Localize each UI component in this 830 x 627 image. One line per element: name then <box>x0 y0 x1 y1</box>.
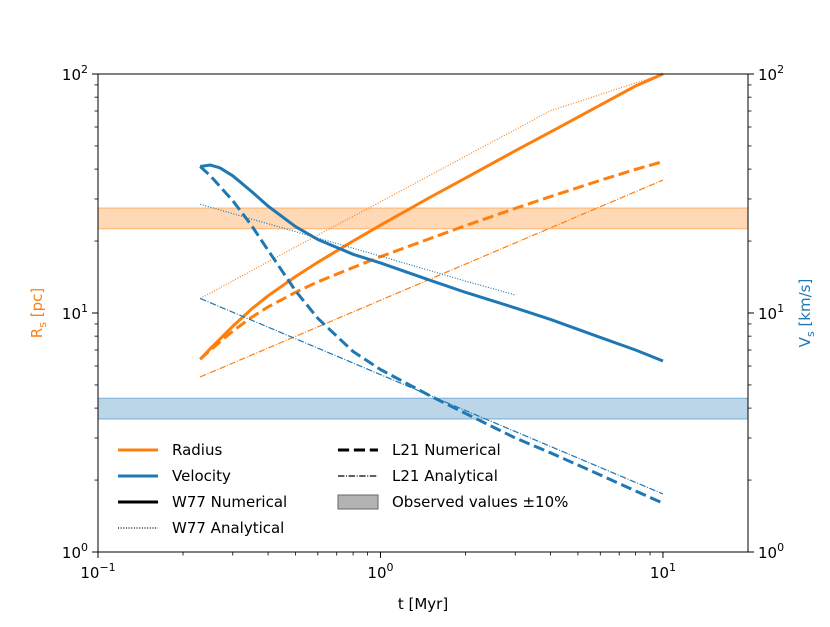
y-axis-label-right-main: V <box>796 336 814 347</box>
series-radius-l21-numerical <box>199 160 664 361</box>
legend-w77-numerical-label: W77 Numerical <box>172 493 287 511</box>
y-right-tick-label-0-exp: 0 <box>777 541 784 554</box>
legend-radius-label: Radius <box>172 441 222 459</box>
series-lines <box>199 72 664 505</box>
legend-observed-values-10-swatch <box>337 494 379 510</box>
y-axis-label-right-unit: [km/s] <box>796 279 814 332</box>
series-radius-w77-analytical <box>199 73 664 300</box>
y-left-tick-label-2-base: 10 <box>62 66 81 84</box>
legend: Radius Velocity W77 Numerical W77 Analytica… <box>118 441 568 537</box>
x-tick-label-0-exp: −1 <box>99 561 115 574</box>
legend-velocity-label: Velocity <box>172 467 231 485</box>
y-axis-label-left: Rs [pc] <box>28 288 49 338</box>
legend-l21-numerical-label: L21 Numerical <box>392 441 501 459</box>
y-axis-label-left-main: R <box>28 328 46 338</box>
series-velocity-w77-numerical <box>199 163 664 363</box>
y-axis-label-left-unit: [pc] <box>28 288 46 322</box>
x-tick-label-1: 100 <box>367 561 393 582</box>
x-tick-label-0: 10−1 <box>80 561 115 582</box>
y-left-tick-label-2-exp: 2 <box>81 63 88 76</box>
y-axis-label-right-sub: s <box>804 331 817 337</box>
y-left-tick-label-0-exp: 0 <box>81 541 88 554</box>
series-radius-l21-analytical <box>199 179 664 378</box>
legend-w77-analytical-label: W77 Analytical <box>172 519 284 537</box>
velocity-band <box>97 397 749 420</box>
x-tick-label-2-exp: 1 <box>669 561 676 574</box>
y-left-tick-label-0: 100 <box>62 541 88 562</box>
x-tick-label-2-base: 10 <box>650 564 669 582</box>
legend-l21-analytical-label: L21 Analytical <box>392 467 498 485</box>
y-right-tick-label-2: 102 <box>758 63 784 84</box>
y-left-tick-label-2: 102 <box>62 63 88 84</box>
x-tick-label-2: 101 <box>650 561 676 582</box>
radius-band <box>97 207 749 230</box>
series-radius-w77-numerical <box>199 72 664 361</box>
y-right-tick-label-1-exp: 1 <box>777 302 784 315</box>
x-axis-label: t [Myr] <box>398 595 448 613</box>
y-left-tick-label-1: 101 <box>62 302 88 323</box>
y-right-tick-label-2-base: 10 <box>758 66 777 84</box>
x-tick-label-1-base: 10 <box>367 564 386 582</box>
y-right-tick-label-2-exp: 2 <box>777 63 784 76</box>
legend-observed-values-10-label: Observed values ±10% <box>392 493 568 511</box>
y-right-tick-label-0: 100 <box>758 541 784 562</box>
y-right-tick-label-1-base: 10 <box>758 305 777 323</box>
y-right-tick-label-0-base: 10 <box>758 544 777 562</box>
y-axis-label-right: Vs [km/s] <box>796 279 817 348</box>
y-left-tick-label-1-exp: 1 <box>81 302 88 315</box>
y-left-tick-label-0-base: 10 <box>62 544 81 562</box>
x-tick-label-1-exp: 0 <box>387 561 394 574</box>
y-axis-label-left-sub: s <box>36 322 49 328</box>
x-tick-label-0-base: 10 <box>80 564 99 582</box>
y-right-tick-label-1: 101 <box>758 302 784 323</box>
series-velocity-l21-numerical <box>199 165 664 505</box>
y-left-tick-label-1-base: 10 <box>62 305 81 323</box>
series-velocity-l21-analytical <box>199 297 664 495</box>
